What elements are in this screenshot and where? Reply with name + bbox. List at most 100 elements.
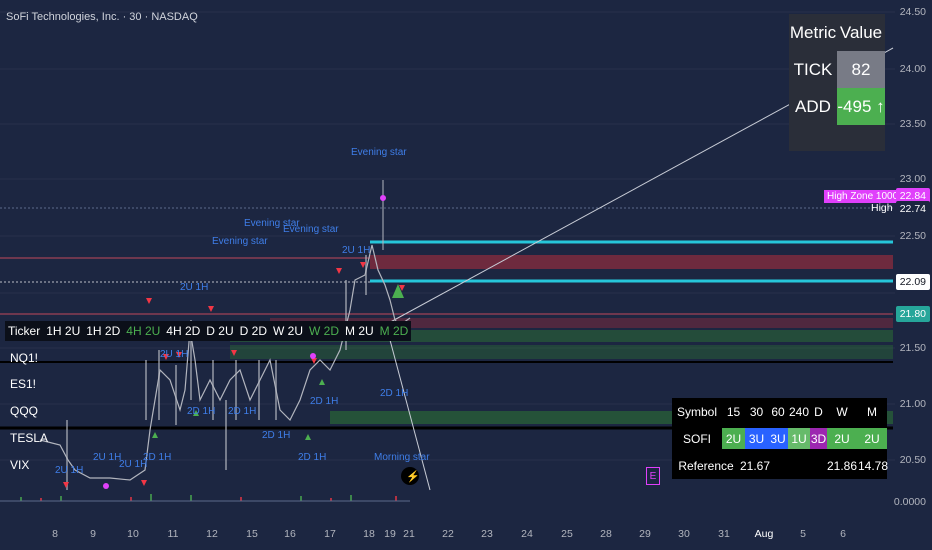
ticker-col: 4H 2D xyxy=(166,324,201,338)
ticker-row-qqq[interactable]: QQQ xyxy=(5,402,43,420)
ticker-name: ES1! xyxy=(10,377,37,391)
ticker-col: 1H 2D xyxy=(86,324,121,338)
time-label: 19 xyxy=(384,528,396,540)
evening-star-label: Evening star xyxy=(212,236,268,247)
ticker-row-es[interactable]: ES1! xyxy=(5,375,41,393)
metric-table: Metric Value TICK 82 ADD -495 ↑ xyxy=(789,14,885,151)
symbol-table: Symbol 15 30 60 240 D W M SOFI 2U 3U 3U … xyxy=(672,398,889,479)
evening-star-label: Evening star xyxy=(351,147,407,158)
time-label: 15 xyxy=(246,528,258,540)
current-price: 22.09 xyxy=(895,274,930,290)
time-label: 8 xyxy=(52,528,58,540)
ticker-name: NQ1! xyxy=(10,351,39,365)
sym-cell: 2U xyxy=(827,428,857,449)
ticker-row-nq[interactable]: NQ1! xyxy=(5,349,43,367)
sym-header: 15 xyxy=(726,404,741,419)
time-label: 10 xyxy=(127,528,139,540)
ticker-name: VIX xyxy=(10,458,30,472)
sym-header: W xyxy=(836,404,848,419)
ref-value: 21.86 xyxy=(826,458,858,473)
high-zone-tag: High Zone 1000 xyxy=(824,190,902,203)
time-label: 6 xyxy=(840,528,846,540)
supply-zone xyxy=(370,255,893,269)
sym-header: 240 xyxy=(788,404,810,419)
signal-label: 2D 1H xyxy=(187,406,216,417)
high-price: 22.74 xyxy=(895,201,930,217)
signal-label: 2D 1H xyxy=(380,388,409,399)
sym-cell: 3U xyxy=(768,428,788,449)
ticker-col: M 2D xyxy=(379,324,409,338)
ticker-name: TESLA xyxy=(10,431,49,445)
time-label: 23 xyxy=(481,528,493,540)
price-label: 23.00 xyxy=(899,173,926,185)
signal-label: 2D 1H xyxy=(262,430,291,441)
ticker-row-tesla[interactable]: TESLA xyxy=(5,429,53,447)
signal-label: 2U 1H xyxy=(93,452,122,463)
signal-label: 2U 1H xyxy=(180,282,209,293)
price-label: 22.50 xyxy=(899,230,926,242)
metric-header: Metric xyxy=(789,22,837,42)
signal-label: 2U 1H xyxy=(55,465,84,476)
ticker-row-vix[interactable]: VIX xyxy=(5,456,34,474)
time-label: 29 xyxy=(639,528,651,540)
price-label: 24.00 xyxy=(899,63,926,75)
evening-star-label: Evening star xyxy=(283,224,339,235)
signal-label: 2U 1H xyxy=(342,245,371,256)
signal-label: 2U 1H xyxy=(119,459,148,470)
ticker-col: 1H 2U xyxy=(46,324,81,338)
tick-label: TICK xyxy=(793,59,833,79)
time-label: Aug xyxy=(754,528,774,540)
svg-text:⚡: ⚡ xyxy=(406,470,420,483)
price-label: 20.50 xyxy=(899,454,926,466)
time-label: 28 xyxy=(600,528,612,540)
time-label: 25 xyxy=(561,528,573,540)
ticker-col: W 2D xyxy=(308,324,339,338)
price-label: 24.50 xyxy=(899,6,926,18)
flash-icon xyxy=(401,467,419,485)
high-zone-label: High Zone 1000 xyxy=(827,191,899,202)
value-header: Value xyxy=(839,22,883,42)
add-label: ADD xyxy=(795,96,831,116)
signal-label: 2D 1H xyxy=(143,452,172,463)
time-axis[interactable]: 8 9 10 11 12 15 16 17 18 19 21 22 23 24 … xyxy=(0,520,932,550)
high-label: High xyxy=(871,202,893,214)
price-tag-21-80: 21.80 xyxy=(895,306,930,322)
ref-value: 14.78 xyxy=(857,458,889,473)
morning-star-label: Morning star xyxy=(374,452,430,463)
sym-cell: 3D xyxy=(810,428,827,449)
sym-header: Symbol xyxy=(676,404,717,419)
ticker-name: QQQ xyxy=(10,404,39,418)
ticker-col: 4H 2U xyxy=(126,324,161,338)
sym-cell: 3U xyxy=(745,428,768,449)
sym-header: M xyxy=(867,404,877,419)
ticker-header: Ticker 1H 2U 1H 2D 4H 2U 4H 2D D 2U D 2D… xyxy=(5,321,412,341)
tick-value: 82 xyxy=(837,51,885,88)
price-axis[interactable]: 24.50 24.00 23.50 23.00 22.50 21.50 21.0… xyxy=(894,0,932,520)
time-label: 12 xyxy=(206,528,218,540)
ticker-col: W 2U xyxy=(272,324,303,338)
time-label: 21 xyxy=(403,528,415,540)
add-value: -495 ↑ xyxy=(837,88,885,125)
time-label: 17 xyxy=(324,528,336,540)
sym-name: SOFI xyxy=(682,431,711,446)
sym-cell: 2U xyxy=(722,428,745,449)
price-label: 23.50 xyxy=(899,118,926,130)
earnings-badge[interactable]: E xyxy=(646,467,660,485)
evening-star-label: Evening star xyxy=(244,218,300,229)
time-label: 11 xyxy=(167,528,179,540)
sym-cell: 2U xyxy=(857,428,887,449)
time-label: 30 xyxy=(678,528,690,540)
ticker-col: D 2U xyxy=(206,324,234,338)
time-label: 5 xyxy=(800,528,806,540)
sym-header: 30 xyxy=(749,404,764,419)
sym-header: 60 xyxy=(771,404,785,419)
time-label: 18 xyxy=(363,528,375,540)
signal-label: 2U 1H xyxy=(160,349,189,360)
time-label: 9 xyxy=(90,528,96,540)
time-label: 16 xyxy=(284,528,296,540)
time-label: 22 xyxy=(442,528,454,540)
price-label: 21.00 xyxy=(899,398,926,410)
ticker-col: M 2U xyxy=(344,324,374,338)
time-label: 31 xyxy=(718,528,730,540)
